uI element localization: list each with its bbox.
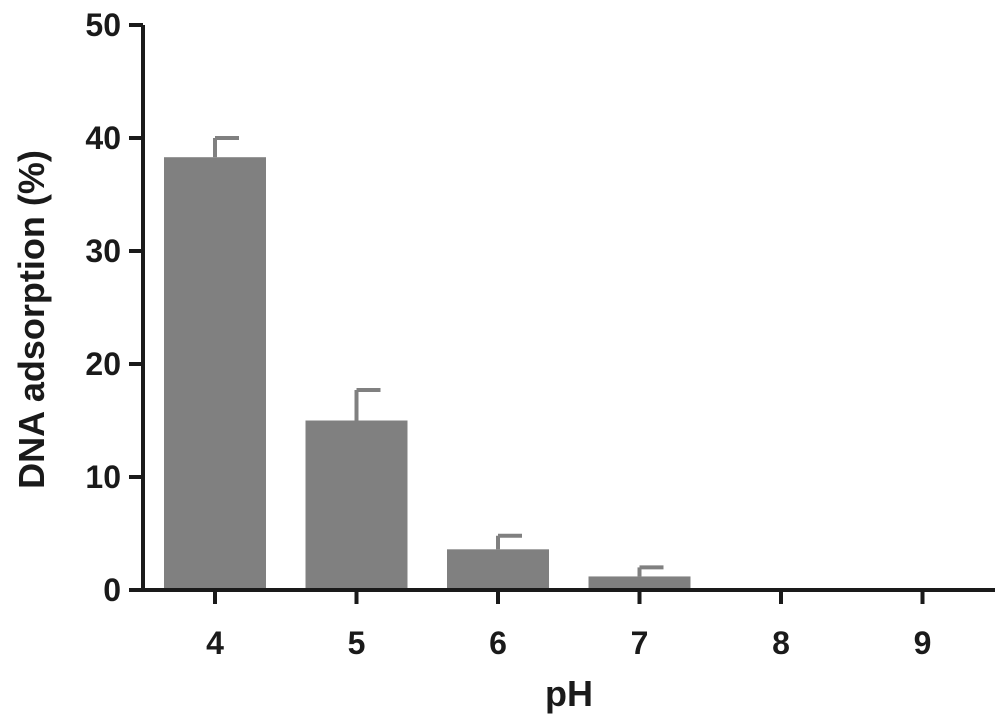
x-axis-ticks: 4 5 6 7 8 9 [206, 590, 931, 661]
y-tick-label: 50 [85, 7, 121, 43]
x-tick-label: 6 [489, 625, 507, 661]
error-bars [213, 136, 664, 577]
y-axis-title: DNA adsorption (%) [11, 150, 52, 489]
y-tick-label: 10 [85, 459, 121, 495]
y-tick-label: 0 [103, 572, 121, 608]
bar [588, 576, 691, 590]
x-tick-label: 9 [914, 625, 932, 661]
y-tick-label: 20 [85, 346, 121, 382]
x-tick-label: 4 [206, 625, 224, 661]
bar [305, 420, 408, 590]
x-tick-label: 5 [348, 625, 366, 661]
x-axis-title: pH [545, 673, 593, 714]
bar [447, 549, 549, 590]
y-tick-label: 30 [85, 233, 121, 269]
x-tick-label: 8 [772, 625, 790, 661]
y-tick-label: 40 [85, 120, 121, 156]
bars [164, 157, 691, 590]
y-axis-ticks: 0 10 20 30 40 50 [85, 7, 143, 608]
bar [164, 157, 266, 590]
x-tick-label: 7 [631, 625, 649, 661]
